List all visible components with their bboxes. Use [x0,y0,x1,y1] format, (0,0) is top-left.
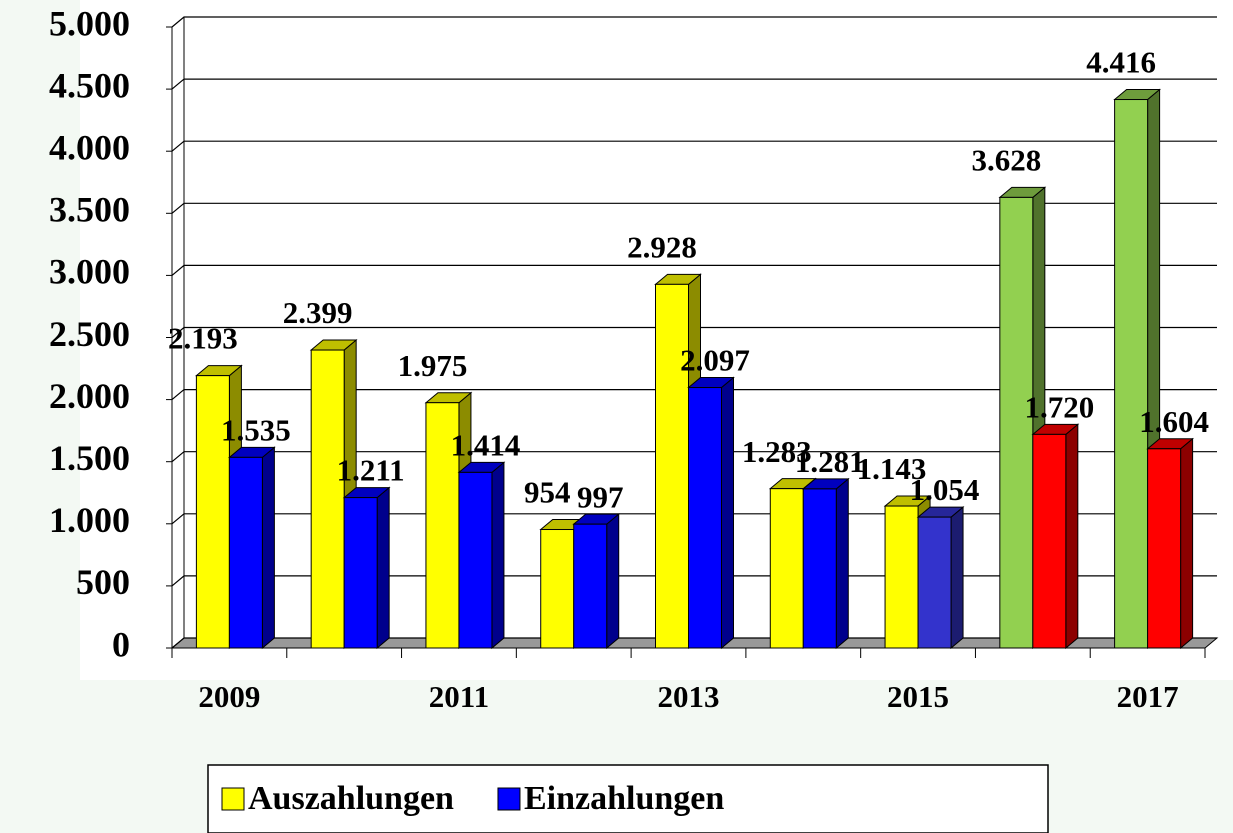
value-label: 954 [524,475,571,510]
legend-swatch [498,788,520,810]
value-label: 1.414 [451,427,521,462]
bar-side [836,479,848,648]
value-label: 1.604 [1139,404,1209,439]
bar-side [377,488,389,648]
bar [344,498,377,648]
value-label: 997 [577,479,624,514]
legend-label: Auszahlungen [248,780,454,817]
bar [311,350,344,648]
bar [689,388,722,648]
value-label: 1.281 [795,444,865,479]
y-tick-label: 5.000 [49,3,130,43]
bar [1115,100,1148,648]
value-label: 2.928 [627,229,697,264]
bar-side [722,378,734,648]
y-tick-label: 1.000 [49,500,130,540]
value-label: 2.193 [168,321,238,356]
value-label: 2.097 [680,343,750,378]
bar [459,472,492,648]
value-label: 1.720 [1024,389,1094,424]
bar [918,517,951,648]
bar-side [1181,439,1193,648]
bar-side [492,462,504,648]
legend-swatch [222,788,244,810]
legend-label: Einzahlungen [524,780,724,817]
bar [803,489,836,648]
bar [656,284,689,648]
chart: 0 500 1.000 1.500 2.000 2.500 3.000 3.500 4.000 4… [0,0,1233,833]
value-label: 2.399 [283,295,353,330]
y-tick-label: 500 [76,562,130,602]
bar-side [607,514,619,648]
x-tick-label: 2015 [887,679,949,714]
y-tick-label: 2.500 [49,314,130,354]
y-tick-label: 3.500 [49,190,130,230]
bar-side [262,447,274,648]
bar [541,530,574,648]
bar-side [1066,424,1078,648]
x-tick-label: 2011 [429,679,489,714]
value-label: 1.535 [221,412,291,447]
x-tick-label: 2009 [198,679,260,714]
y-tick-label: 4.000 [49,127,130,167]
value-label: 1.054 [910,472,980,507]
page: 0 500 1.000 1.500 2.000 2.500 3.000 3.500 4.000 4… [0,0,1233,833]
bar [770,489,803,648]
value-label: 4.416 [1086,45,1156,80]
bar [1148,449,1181,648]
value-label: 1.975 [398,348,468,383]
x-tick-label: 2017 [1117,679,1179,714]
bar [574,524,607,648]
y-tick-label: 2.000 [49,376,130,416]
value-label: 3.628 [971,143,1041,178]
bar-side [951,507,963,648]
y-tick-label: 3.000 [49,252,130,292]
x-tick-label: 2013 [658,679,720,714]
y-tick-label: 4.500 [49,65,130,105]
y-tick-label: 1.500 [49,438,130,478]
bar [229,457,262,648]
bar [885,506,918,648]
value-label: 1.211 [337,453,405,488]
bar [1033,434,1066,648]
y-tick-label: 0 [112,624,130,664]
